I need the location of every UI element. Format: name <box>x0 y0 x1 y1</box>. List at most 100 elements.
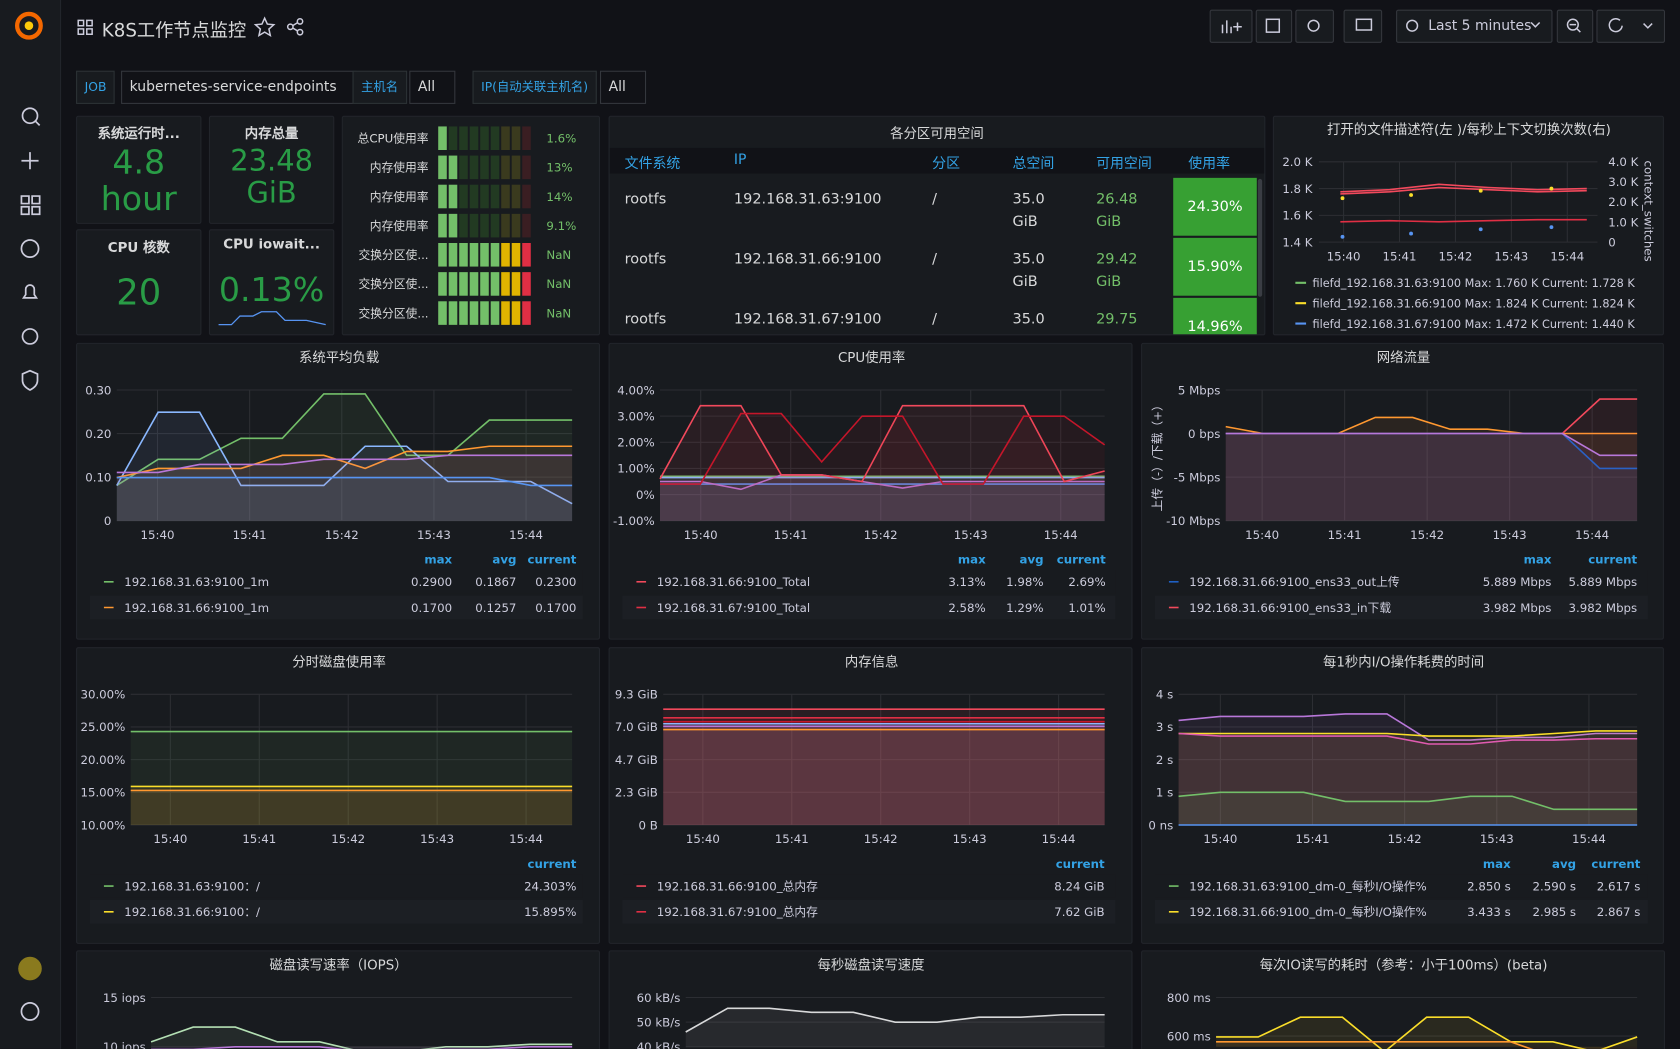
series-line <box>659 404 1105 483</box>
panel-title: 内存信息 <box>845 653 899 670</box>
time-picker[interactable]: Last 5 minutes <box>1396 9 1553 43</box>
table-header[interactable]: 分区 <box>932 156 961 173</box>
table-cell: 192.168.31.66:9100 <box>733 250 882 268</box>
graph-panel: 系统平均负载 0.30 0.20 0.10 0 15:40 15:41 15:42 15:43 1… <box>76 342 601 640</box>
variable-select[interactable]: All <box>600 70 647 104</box>
x-tick-label: 15:44 <box>509 528 543 542</box>
explore-icon[interactable] <box>20 239 40 259</box>
gauge-value: NaN <box>546 277 571 291</box>
x-tick-label: 15:40 <box>686 832 720 846</box>
gauge-cell <box>480 126 489 151</box>
table-header[interactable]: 文件系统 <box>624 156 681 173</box>
legend-value: 15.895% <box>524 905 576 919</box>
legend-name: 192.168.31.63:9100_1m <box>124 575 269 589</box>
create-icon[interactable] <box>21 152 39 170</box>
sparkline <box>218 311 326 326</box>
y-tick-label: 30.00% <box>80 688 125 702</box>
gauge-cell <box>490 155 500 180</box>
dashboard-title[interactable]: K8S工作节点监控 <box>101 20 247 42</box>
y-tick-label: 3 s <box>1156 720 1173 734</box>
graph-panel: 网络流量 5 Mbps 0 bps -5 Mbps -10 Mbps 15:40 15:41… <box>1141 342 1664 640</box>
series-area <box>1178 792 1638 826</box>
legend-value: 3.982 Mbps <box>1569 601 1638 615</box>
gauge-cell <box>469 243 479 267</box>
panel-title: 每1秒内I/O操作耗费的时间 <box>1323 654 1484 670</box>
gauge-cell <box>469 213 479 238</box>
variable-label: IP(自动关联主机名) <box>472 70 597 104</box>
avatar[interactable] <box>18 956 42 981</box>
y-tick-label: 0 ns <box>1148 818 1173 832</box>
gauge-cell <box>469 301 479 325</box>
settings-button[interactable] <box>1295 9 1334 43</box>
y-tick-label: 2.0 K <box>1282 155 1312 169</box>
y-tick-label: 2 s <box>1156 753 1173 767</box>
gauge-value: NaN <box>546 306 571 320</box>
variable-select[interactable]: kubernetes-service-endpoints <box>121 70 358 104</box>
refresh-button[interactable] <box>1596 9 1666 43</box>
series-line <box>1225 432 1638 457</box>
legend-entry: filefd_192.168.31.66:9100 Max: 1.824 K C… <box>1313 298 1636 311</box>
x-tick-label: 15:42 <box>1438 249 1472 263</box>
gauge-value: 14% <box>546 190 572 204</box>
gauge-cell <box>490 126 500 151</box>
tv-button[interactable] <box>1343 9 1383 43</box>
y-tick-label: 9.3 GiB <box>615 688 658 702</box>
gauge-cell <box>490 184 500 209</box>
table-cell: / <box>932 310 938 328</box>
legend-header: avg <box>1020 553 1044 567</box>
table-header-bg <box>609 147 1265 174</box>
gauge-cell <box>469 155 479 180</box>
gauge-label: 总CPU使用率 <box>358 132 429 146</box>
point <box>1478 227 1483 232</box>
search-icon[interactable] <box>21 107 39 125</box>
panel-title: 各分区可用空间 <box>890 125 984 142</box>
x-tick-label: 15:44 <box>1550 249 1584 263</box>
stat-panel: 系统运行时... 4.8 hour <box>76 115 202 224</box>
legend-name: 192.168.31.67:9100_总内存 <box>657 905 818 919</box>
gauge-cell <box>501 126 510 151</box>
add-panel-button[interactable] <box>1209 9 1253 43</box>
series-line <box>116 445 573 479</box>
alert-icon[interactable] <box>21 284 39 299</box>
graph-panel: 磁盘读写速率（IOPS） 15 iops 10 iops <box>76 950 601 1049</box>
stat-value: 23.48 GiB <box>230 144 314 211</box>
title-icons[interactable] <box>253 15 317 41</box>
legend-name: 192.168.31.66:9100_dm-0_每秒I/O操作% <box>1189 905 1426 919</box>
shield-icon[interactable] <box>21 369 39 391</box>
x-tick-label: 15:40 <box>1203 832 1237 846</box>
series-area <box>130 790 573 826</box>
variable-select[interactable]: All <box>409 70 456 104</box>
series-area <box>1225 433 1638 521</box>
gauge-cell <box>459 184 468 209</box>
point <box>1549 225 1554 230</box>
logo-core <box>24 21 34 31</box>
gauge-cell <box>501 272 510 296</box>
legend-name: 192.168.31.66:9100：/ <box>124 905 260 919</box>
y-axis-label: 上传（-）/下载（+） <box>1150 399 1164 511</box>
legend-name: 192.168.31.66:9100_ens33_in下载 <box>1189 601 1391 615</box>
series-area <box>660 405 1105 521</box>
usage-cell: 14.96% <box>1173 297 1257 335</box>
dashboards-icon[interactable] <box>20 195 41 216</box>
series-area <box>116 455 573 521</box>
y-tick-label: 20.00% <box>80 753 125 767</box>
config-icon[interactable] <box>21 328 39 345</box>
gauge-value: 1.6% <box>546 132 576 146</box>
zoom-out-button[interactable] <box>1556 9 1594 43</box>
table-header[interactable]: 使用率 <box>1188 156 1231 173</box>
panel-canvas: 总CPU使用率 1.6% 内存使用率 13% 内存使用率 14% 内存使用率 9.1% 交换分区… <box>358 126 576 325</box>
series-area <box>1225 399 1638 521</box>
gauge-cell <box>522 213 531 238</box>
panel-title: 磁盘读写速率（IOPS） <box>270 957 408 974</box>
table-header[interactable]: IP <box>733 152 747 169</box>
legend-value: 0.2900 <box>411 575 452 589</box>
save-button[interactable] <box>1255 9 1293 43</box>
table-header[interactable]: 总空间 <box>1012 156 1055 173</box>
series-area <box>1225 433 1638 521</box>
gauge-cell <box>459 243 468 267</box>
help-icon[interactable] <box>20 1002 40 1021</box>
x-tick-label: 15:40 <box>141 528 175 542</box>
table-header[interactable]: 可用空间 <box>1096 156 1152 173</box>
legend-value: 7.62 GiB <box>1054 905 1104 919</box>
